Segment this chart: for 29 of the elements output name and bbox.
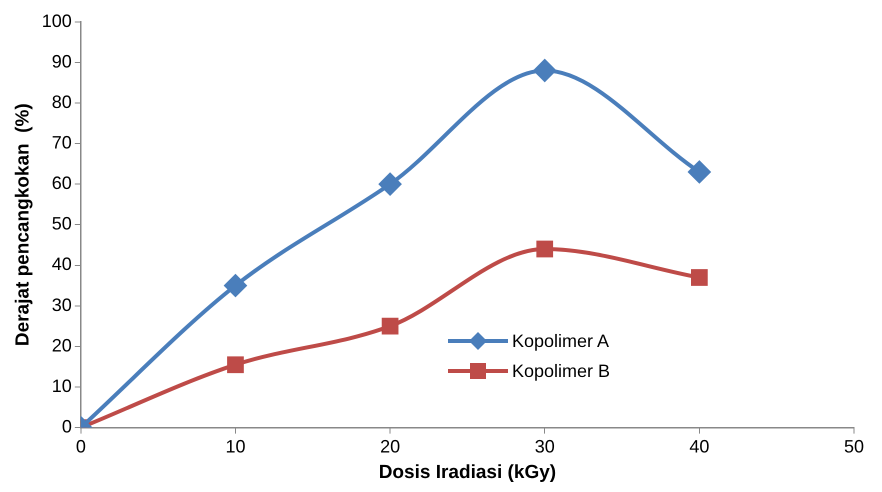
y-axis-title: Derajat pencangkokan (%) <box>12 103 34 346</box>
y-tick-label: 0 <box>62 416 72 437</box>
point <box>382 318 398 335</box>
y-tick-label: 90 <box>52 51 72 72</box>
point <box>536 240 554 258</box>
point <box>688 160 710 183</box>
y-tick-label: 30 <box>52 294 72 315</box>
x-tick-label: 20 <box>380 436 400 456</box>
point <box>534 59 556 82</box>
y-tick-label: 20 <box>52 335 72 356</box>
x-tick-label: 50 <box>844 436 864 456</box>
x-tick-label: 10 <box>225 436 246 456</box>
y-tick-label: 50 <box>52 214 72 234</box>
y-tick-label: 80 <box>52 92 72 112</box>
y-tick-label: 70 <box>52 132 72 153</box>
x-tick-label: 0 <box>76 436 86 456</box>
x-tick-label: 40 <box>689 436 710 456</box>
point <box>227 356 244 374</box>
legend-label: Kopolimer B <box>512 360 610 382</box>
x-tick-label: 30 <box>534 436 555 456</box>
point <box>691 269 708 286</box>
y-tick-label: 60 <box>52 173 72 194</box>
y-tick-label: 40 <box>52 254 72 274</box>
point <box>224 274 246 297</box>
x-axis-title: Dosis Iradiasi (kGy) <box>378 462 556 483</box>
y-tick-label: 10 <box>52 376 72 396</box>
point <box>379 173 402 196</box>
legend-label: Kopolimer A <box>512 330 610 352</box>
y-tick-label: 100 <box>42 10 72 31</box>
